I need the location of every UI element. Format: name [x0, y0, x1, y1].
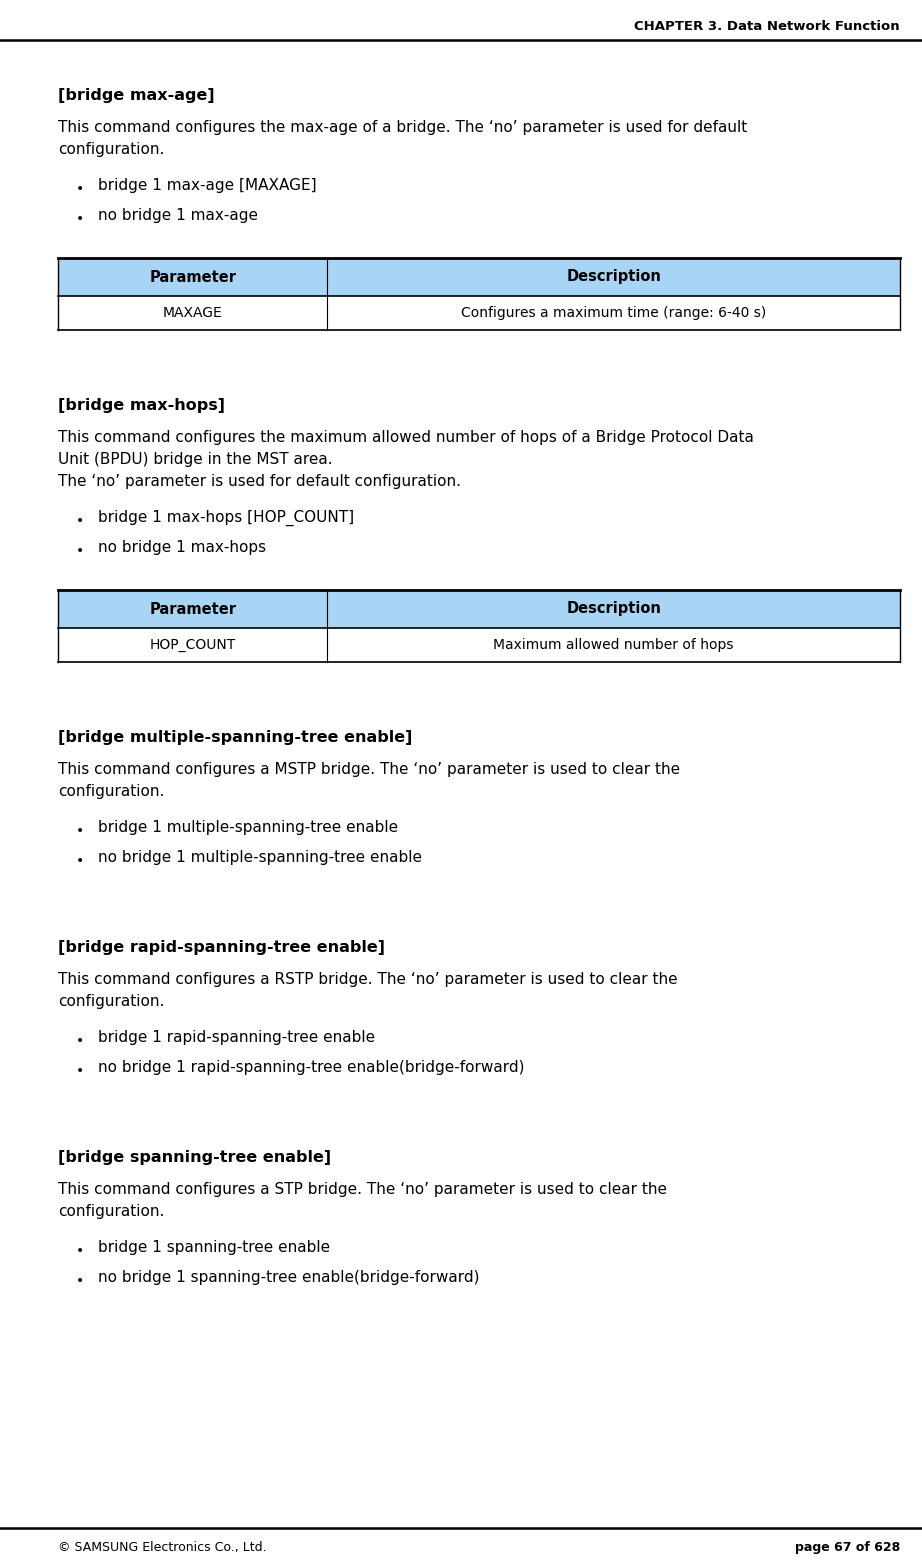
- Text: Parameter: Parameter: [149, 269, 236, 285]
- Text: •: •: [76, 854, 84, 869]
- Text: bridge 1 rapid-spanning-tree enable: bridge 1 rapid-spanning-tree enable: [98, 1030, 375, 1045]
- Text: This command configures a RSTP bridge. The ‘no’ parameter is used to clear the: This command configures a RSTP bridge. T…: [58, 972, 678, 988]
- Text: bridge 1 multiple-spanning-tree enable: bridge 1 multiple-spanning-tree enable: [98, 820, 398, 836]
- Text: •: •: [76, 1034, 84, 1049]
- Text: •: •: [76, 1064, 84, 1078]
- Text: Configures a maximum time (range: 6-40 s): Configures a maximum time (range: 6-40 s…: [461, 307, 766, 319]
- Text: •: •: [76, 211, 84, 225]
- Text: •: •: [76, 513, 84, 527]
- Text: bridge 1 max-hops [HOP_COUNT]: bridge 1 max-hops [HOP_COUNT]: [98, 510, 354, 526]
- Text: Description: Description: [566, 601, 661, 617]
- Text: •: •: [76, 182, 84, 196]
- Bar: [58, 628, 900, 662]
- Text: •: •: [76, 1244, 84, 1258]
- Text: no bridge 1 max-age: no bridge 1 max-age: [98, 208, 258, 222]
- Text: © SAMSUNG Electronics Co., Ltd.: © SAMSUNG Electronics Co., Ltd.: [58, 1542, 266, 1554]
- Text: [bridge rapid-spanning-tree enable]: [bridge rapid-spanning-tree enable]: [58, 941, 385, 955]
- Text: The ‘no’ parameter is used for default configuration.: The ‘no’ parameter is used for default c…: [58, 474, 461, 488]
- Text: configuration.: configuration.: [58, 994, 164, 1009]
- Bar: [58, 590, 900, 628]
- Text: [bridge multiple-spanning-tree enable]: [bridge multiple-spanning-tree enable]: [58, 729, 412, 745]
- Text: This command configures a MSTP bridge. The ‘no’ parameter is used to clear the: This command configures a MSTP bridge. T…: [58, 762, 680, 776]
- Text: CHAPTER 3. Data Network Function: CHAPTER 3. Data Network Function: [634, 19, 900, 33]
- Text: page 67 of 628: page 67 of 628: [795, 1542, 900, 1554]
- Text: HOP_COUNT: HOP_COUNT: [149, 639, 236, 653]
- Text: This command configures a STP bridge. The ‘no’ parameter is used to clear the: This command configures a STP bridge. Th…: [58, 1182, 667, 1197]
- Text: [bridge spanning-tree enable]: [bridge spanning-tree enable]: [58, 1150, 331, 1164]
- Text: Description: Description: [566, 269, 661, 285]
- Text: •: •: [76, 1274, 84, 1288]
- Bar: [58, 258, 900, 296]
- Text: no bridge 1 rapid-spanning-tree enable(bridge-forward): no bridge 1 rapid-spanning-tree enable(b…: [98, 1060, 525, 1075]
- Text: configuration.: configuration.: [58, 784, 164, 800]
- Text: Parameter: Parameter: [149, 601, 236, 617]
- Text: configuration.: configuration.: [58, 142, 164, 156]
- Text: This command configures the maximum allowed number of hops of a Bridge Protocol : This command configures the maximum allo…: [58, 430, 754, 444]
- Text: This command configures the max-age of a bridge. The ‘no’ parameter is used for : This command configures the max-age of a…: [58, 121, 747, 135]
- Text: Unit (BPDU) bridge in the MST area.: Unit (BPDU) bridge in the MST area.: [58, 452, 333, 466]
- Text: [bridge max-hops]: [bridge max-hops]: [58, 398, 225, 413]
- Text: bridge 1 spanning-tree enable: bridge 1 spanning-tree enable: [98, 1239, 330, 1255]
- Text: •: •: [76, 545, 84, 559]
- Text: configuration.: configuration.: [58, 1203, 164, 1219]
- Text: bridge 1 max-age [MAXAGE]: bridge 1 max-age [MAXAGE]: [98, 178, 316, 192]
- Text: no bridge 1 spanning-tree enable(bridge-forward): no bridge 1 spanning-tree enable(bridge-…: [98, 1271, 479, 1285]
- Text: no bridge 1 multiple-spanning-tree enable: no bridge 1 multiple-spanning-tree enabl…: [98, 850, 422, 865]
- Text: Maximum allowed number of hops: Maximum allowed number of hops: [493, 639, 734, 653]
- Text: MAXAGE: MAXAGE: [163, 307, 222, 319]
- Text: •: •: [76, 825, 84, 837]
- Text: no bridge 1 max-hops: no bridge 1 max-hops: [98, 540, 266, 556]
- Bar: [58, 296, 900, 330]
- Text: [bridge max-age]: [bridge max-age]: [58, 88, 215, 103]
